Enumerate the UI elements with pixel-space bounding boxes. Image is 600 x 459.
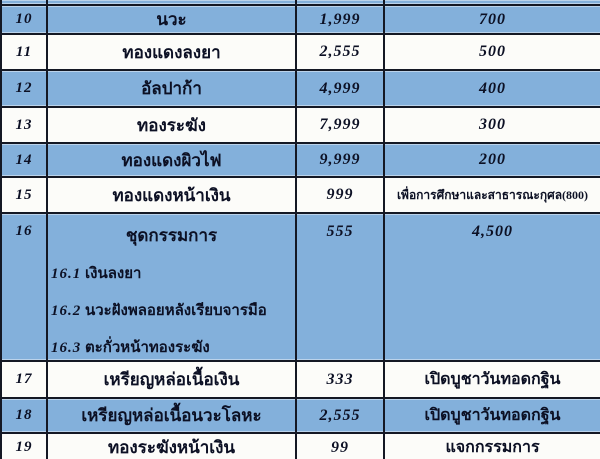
row-number-cell: 12 [0,69,48,108]
sub-item-number: 16.1 [51,266,82,282]
amount-cell: 99 [295,432,385,459]
table-row-committee-set: 16 ชุดกรรมการ 16.1 เงินลงยา 16.2 นวะฝังพ… [0,212,600,362]
table-row: 17 เหรียญหล่อเนื้อเงิน 333 เปิดบูชาวันทอ… [0,360,600,399]
item-name-cell: ทองแดงผิวไฟ [46,142,297,178]
partial-row-above [0,0,600,6]
sub-item-text: ตะกั่วหน้าทองระฆัง [81,340,210,356]
row-number-cell: 19 [0,432,48,459]
partial-cell [0,0,48,6]
row-number-cell: 16 [0,212,48,362]
table-row: 19 ทองระฆังหน้าเงิน 99 แจกกรรมการ [0,432,600,459]
table-row: 12 อัลปาก้า 4,999 400 [0,69,600,108]
table-row: 14 ทองแดงผิวไฟ 9,999 200 [0,142,600,178]
note-cell: 500 [383,33,600,71]
note-cell: 4,500 [383,212,600,362]
partial-cell [295,0,385,6]
item-name-cell: นวะ [46,4,297,35]
note-cell: 400 [383,69,600,108]
amount-cell: 999 [295,176,385,214]
row-number-cell: 18 [0,397,48,434]
item-name-cell: อัลปาก้า [46,69,297,108]
row-number-cell: 15 [0,176,48,214]
table-row: 11 ทองแดงลงยา 2,555 500 [0,33,600,71]
amount-cell: 9,999 [295,142,385,178]
note-cell: 700 [383,4,600,35]
note-cell: แจกกรรมการ [383,432,600,459]
item-name-cell: ทองแดงหน้าเงิน [46,176,297,214]
row-number-cell: 14 [0,142,48,178]
amount-cell: 7,999 [295,106,385,144]
note-cell: 200 [383,142,600,178]
table-row: 18 เหรียญหล่อเนื้อนวะโลหะ 2,555 เปิดบูชา… [0,397,600,434]
item-name-cell: เหรียญหล่อเนื้อนวะโลหะ [46,397,297,434]
amount-cell: 1,999 [295,4,385,35]
table-row: 15 ทองแดงหน้าเงิน 999 เพื่อการศึกษาและสา… [0,176,600,214]
note-cell: เปิดบูชาวันทอดกฐิน [383,360,600,399]
amount-cell: 555 [295,212,385,362]
row-number-cell: 11 [0,33,48,71]
row-number-cell: 17 [0,360,48,399]
sub-item: 16.3 ตะกั่วหน้าทองระฆัง [49,337,294,359]
item-name-cell: ทองระฆังหน้าเงิน [46,432,297,459]
item-name: ชุดกรรมการ [125,226,218,245]
sub-item: 16.2 นวะฝังพลอยหลังเรียบจารมือ [49,300,294,323]
note-cell: 300 [383,106,600,144]
item-name-cell: ชุดกรรมการ 16.1 เงินลงยา 16.2 นวะฝังพลอย… [46,212,297,362]
item-name-cell: เหรียญหล่อเนื้อเงิน [46,360,297,399]
partial-cell [46,0,297,6]
table-row: 10 นวะ 1,999 700 [0,4,600,35]
note-cell: เพื่อการศึกษาและสาธารณะกุศล(800) [383,176,600,214]
row-number-cell: 13 [0,106,48,144]
item-name-cell: ทองแดงลงยา [46,33,297,71]
amount-cell: 333 [295,360,385,399]
table-row: 13 ทองระฆัง 7,999 300 [0,106,600,144]
sub-item: 16.1 เงินลงยา [49,263,294,286]
note-cell: เปิดบูชาวันทอดกฐิน [383,397,600,434]
sub-item-text: นวะฝังพลอยหลังเรียบจารมือ [81,303,267,319]
item-name-cell: ทองระฆัง [46,106,297,144]
amount-cell: 2,555 [295,33,385,71]
sub-item-number: 16.3 [51,340,82,356]
sub-item-number: 16.2 [51,303,82,319]
amount-cell: 4,999 [295,69,385,108]
amount-cell: 2,555 [295,397,385,434]
row-number-cell: 10 [0,4,48,35]
sub-item-text: เงินลงยา [81,266,142,282]
